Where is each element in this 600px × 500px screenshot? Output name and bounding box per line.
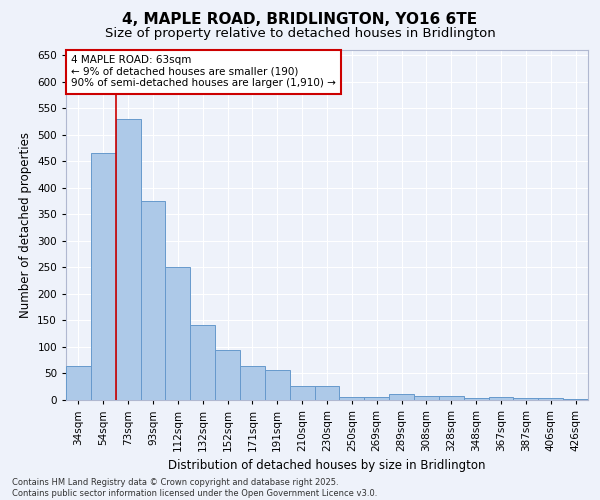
Bar [314, 386, 340, 400]
Bar [488, 398, 514, 400]
Bar [215, 350, 240, 400]
Text: Contains HM Land Registry data © Crown copyright and database right 2025.
Contai: Contains HM Land Registry data © Crown c… [12, 478, 377, 498]
Text: 4, MAPLE ROAD, BRIDLINGTON, YO16 6TE: 4, MAPLE ROAD, BRIDLINGTON, YO16 6TE [122, 12, 478, 28]
Bar [240, 366, 265, 400]
Bar [514, 398, 538, 400]
Bar [538, 398, 563, 400]
Bar [265, 370, 290, 400]
Bar [464, 398, 488, 400]
Bar [414, 396, 439, 400]
Bar [166, 268, 190, 400]
Bar [563, 399, 588, 400]
X-axis label: Distribution of detached houses by size in Bridlington: Distribution of detached houses by size … [168, 460, 486, 472]
Bar [91, 154, 116, 400]
Bar [439, 396, 464, 400]
Bar [190, 324, 215, 400]
Text: 4 MAPLE ROAD: 63sqm
← 9% of detached houses are smaller (190)
90% of semi-detach: 4 MAPLE ROAD: 63sqm ← 9% of detached hou… [71, 56, 336, 88]
Bar [364, 398, 389, 400]
Text: Size of property relative to detached houses in Bridlington: Size of property relative to detached ho… [104, 28, 496, 40]
Bar [389, 394, 414, 400]
Bar [340, 398, 364, 400]
Y-axis label: Number of detached properties: Number of detached properties [19, 132, 32, 318]
Bar [140, 201, 166, 400]
Bar [66, 366, 91, 400]
Bar [116, 119, 140, 400]
Bar [290, 386, 314, 400]
